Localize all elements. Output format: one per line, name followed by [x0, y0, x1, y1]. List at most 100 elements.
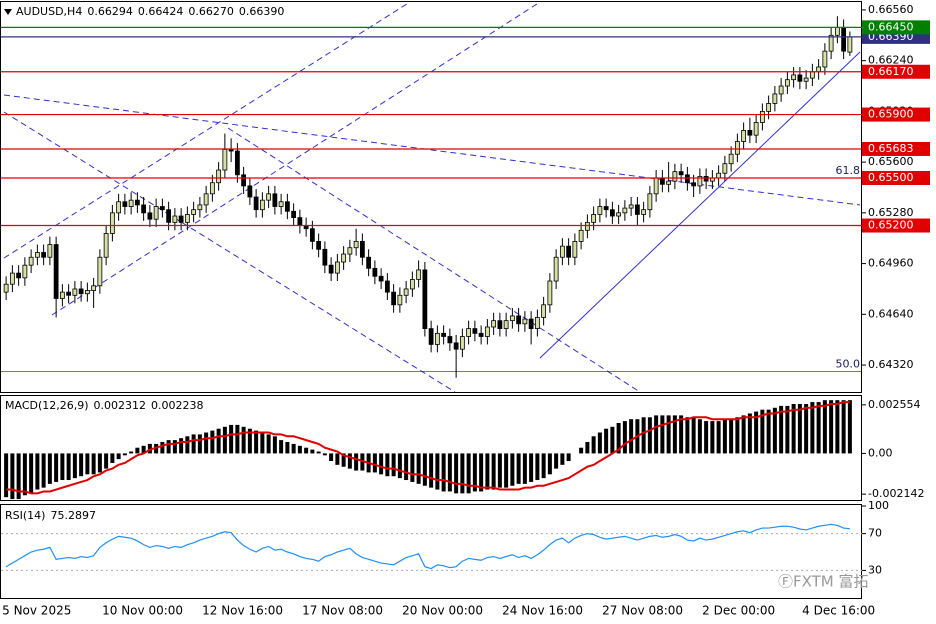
y-tick-label: 0.65600 — [868, 155, 914, 168]
candle-body — [422, 269, 428, 329]
candle-body — [409, 279, 415, 290]
macd-bar — [654, 415, 659, 454]
candle-body — [616, 212, 622, 217]
macd-bar — [385, 453, 390, 477]
candle-body — [253, 196, 259, 211]
candle-body — [547, 280, 553, 306]
candle-body — [647, 193, 653, 211]
macd-bar — [847, 400, 852, 454]
rsi-panel — [0, 504, 862, 599]
macd-bar — [666, 415, 671, 454]
macd-bar — [160, 442, 165, 454]
candle-body — [584, 221, 590, 231]
macd-bar — [291, 443, 296, 454]
macd-bar — [197, 434, 202, 454]
macd-bar — [435, 453, 440, 490]
macd-bar — [479, 453, 484, 492]
candle-body — [259, 199, 265, 211]
macd-bar — [541, 453, 546, 479]
macd-bar — [485, 453, 490, 490]
channel-line — [227, 127, 641, 393]
candle-body — [316, 240, 322, 250]
trend-lines — [3, 1, 861, 393]
rsi-title: RSI(14) — [5, 509, 45, 522]
macd-bar — [466, 453, 471, 494]
candle-body — [522, 318, 528, 325]
macd-bar — [560, 453, 565, 465]
candle-body — [566, 245, 572, 258]
candle-body — [147, 212, 153, 220]
macd-bar — [810, 402, 815, 454]
candle-body — [716, 172, 722, 179]
macd-bar — [297, 445, 302, 454]
macd-bar — [22, 453, 27, 496]
macd-header: MACD(12,26,9) 0.002312 0.002238 — [5, 399, 204, 412]
candle-body — [334, 261, 340, 274]
candle-body — [428, 328, 434, 345]
candle-body — [222, 149, 228, 171]
x-tick-label: 12 Nov 16:00 — [202, 604, 283, 618]
candle-body — [622, 207, 628, 214]
macd-bar — [497, 453, 502, 488]
macd-bar — [691, 417, 696, 454]
macd-title: MACD(12,26,9) — [5, 399, 89, 412]
x-tick-label: 20 Nov 00:00 — [402, 604, 483, 618]
candle-body — [459, 336, 465, 350]
macd-bar — [222, 426, 227, 454]
candle-body — [784, 79, 790, 87]
macd-bar — [16, 453, 21, 500]
macd-bar — [622, 421, 627, 454]
candle-body — [203, 193, 209, 206]
macd-bar — [585, 442, 590, 454]
level-tag — [862, 107, 930, 122]
candle-body — [84, 290, 90, 295]
macd-bar — [785, 405, 790, 454]
candle-body — [309, 228, 315, 242]
y-tick-label: 0.64960 — [868, 257, 914, 270]
macd-bar — [472, 453, 477, 492]
macd-bar — [185, 436, 190, 454]
macd-bar — [260, 432, 265, 454]
macd-bar — [641, 417, 646, 454]
macd-bar — [610, 426, 615, 454]
level-label: 0.66170 — [868, 65, 914, 78]
macd-bar — [322, 453, 327, 456]
y-tick-label: 30 — [868, 563, 882, 576]
macd-bar — [191, 434, 196, 454]
candle-body — [553, 256, 559, 282]
candle-body — [559, 245, 565, 258]
macd-bar — [616, 422, 621, 454]
macd-bar — [522, 453, 527, 484]
rsi-header: RSI(14) 75.2897 — [5, 509, 96, 522]
candle-body — [247, 185, 253, 198]
macd-bar — [66, 453, 71, 481]
macd-bar — [422, 453, 427, 486]
level-label: 0.66450 — [868, 20, 914, 33]
candle-body — [697, 175, 703, 187]
header-value: 0.66270 — [188, 5, 234, 18]
candle-body — [653, 177, 659, 195]
macd-bar — [10, 453, 15, 500]
macd-bar — [447, 453, 452, 492]
candle-body — [103, 233, 109, 258]
trend-line — [539, 51, 861, 359]
macd-bar — [116, 453, 121, 460]
watermark: ⒻFXTM 富拓 — [778, 573, 869, 591]
macd-bar — [279, 440, 284, 454]
candle-body — [434, 332, 440, 345]
header-value: 0.66390 — [239, 5, 285, 18]
x-tick-label: 24 Nov 16:00 — [502, 604, 583, 618]
macd-bar — [235, 424, 240, 454]
macd-bar — [397, 453, 402, 479]
candle-body — [766, 103, 772, 112]
macd-bar — [766, 409, 771, 454]
candle-body — [672, 171, 678, 182]
macd-bar — [716, 421, 721, 454]
candle-body — [209, 182, 215, 195]
level-tag — [862, 141, 930, 156]
macd-bar — [591, 436, 596, 454]
macd-bar — [266, 434, 271, 454]
candle-body — [34, 252, 40, 258]
macd-bar — [391, 453, 396, 477]
candle-body — [472, 328, 478, 334]
